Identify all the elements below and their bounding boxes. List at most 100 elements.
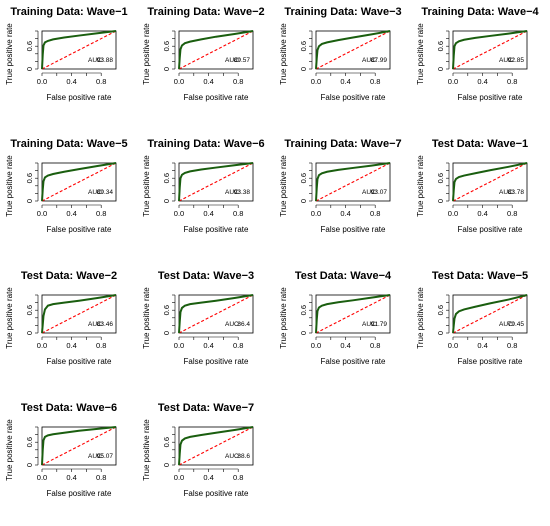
- roc-panel-4: Training Data: Wave−4 0.0 0.4 0.8 0 0.6 False …: [416, 6, 540, 102]
- x-axis-title: False positive rate: [321, 93, 386, 102]
- auc-value: 93.07: [371, 189, 388, 196]
- plot-frame: [315, 162, 391, 202]
- plot-frame: [452, 294, 528, 334]
- y-axis-title: True positive rate: [416, 23, 425, 85]
- y-tick-label: 0: [25, 199, 34, 203]
- panel-title: Training Data: Wave−2: [147, 6, 264, 18]
- x-tick-label: 0.0: [37, 77, 47, 86]
- auc-label: AUC:: [362, 321, 378, 328]
- plot-frame: [178, 294, 254, 334]
- roc-panel-6: Training Data: Wave−6 0.0 0.4 0.8 0 0.6 False …: [142, 138, 265, 234]
- chance-line: [41, 294, 117, 334]
- y-tick-label: 0.6: [162, 41, 171, 51]
- y-axis-title: True positive rate: [5, 419, 14, 481]
- y-axis-title: True positive rate: [142, 23, 151, 85]
- y-tick-label: 0: [436, 331, 445, 335]
- auc-value: 93.88: [97, 57, 114, 64]
- y-tick-label: 0.6: [25, 437, 34, 447]
- x-axis-title: False positive rate: [47, 489, 112, 498]
- panel-title: Test Data: Wave−4: [295, 270, 392, 282]
- roc-panel-7: Training Data: Wave−7 0.0 0.4 0.8 0 0.6 False …: [279, 138, 402, 234]
- chance-line: [452, 162, 528, 202]
- auc-value: 79.45: [508, 321, 525, 328]
- x-tick-label: 0.8: [370, 341, 380, 350]
- y-tick-label: 0.6: [162, 305, 171, 315]
- roc-curve: [178, 162, 254, 202]
- plot-frame: [315, 294, 391, 334]
- y-tick-label: 0.6: [436, 173, 445, 183]
- plot-frame: [41, 426, 117, 466]
- x-axis-title: False positive rate: [458, 225, 523, 234]
- y-axis-title: True positive rate: [279, 287, 288, 349]
- x-tick-label: 0.0: [311, 77, 321, 86]
- auc-value: 83.46: [97, 321, 114, 328]
- y-tick-label: 0.6: [25, 305, 34, 315]
- y-axis-title: True positive rate: [142, 287, 151, 349]
- x-tick-label: 0.0: [448, 209, 458, 218]
- x-tick-label: 0.8: [233, 77, 243, 86]
- roc-panel-2: Training Data: Wave−2 0.0 0.4 0.8 0 0.6 False …: [142, 6, 265, 102]
- y-tick-label: 0: [299, 67, 308, 71]
- auc-value: 89.34: [97, 189, 114, 196]
- y-axis-title: True positive rate: [416, 287, 425, 349]
- x-axis-title: False positive rate: [458, 357, 523, 366]
- x-tick-label: 0.8: [370, 77, 380, 86]
- roc-curve: [178, 426, 254, 466]
- roc-curve: [315, 294, 391, 334]
- chance-line: [178, 162, 254, 202]
- roc-panel-13: Test Data: Wave−6 0.0 0.4 0.8 0 0.6 False posi…: [5, 402, 117, 498]
- auc-label: AUC:: [499, 189, 515, 196]
- y-tick-label: 0: [436, 199, 445, 203]
- y-tick-label: 0: [162, 463, 171, 467]
- auc-label: AUC:: [88, 57, 104, 64]
- x-tick-label: 0.8: [507, 77, 517, 86]
- x-tick-label: 0.8: [96, 77, 106, 86]
- auc-label: AUC:: [225, 321, 241, 328]
- roc-panel-1: Training Data: Wave−1 0.0 0.4 0.8 0 0.6 False …: [5, 6, 128, 102]
- x-tick-label: 0.4: [66, 77, 76, 86]
- roc-curve: [178, 30, 254, 70]
- auc-label: AUC:: [499, 321, 515, 328]
- x-tick-label: 0.0: [37, 209, 47, 218]
- panel-title: Test Data: Wave−5: [432, 270, 528, 282]
- panel-title: Training Data: Wave−7: [284, 138, 401, 150]
- y-tick-label: 0.6: [436, 305, 445, 315]
- x-axis-title: False positive rate: [184, 225, 249, 234]
- plot-frame: [41, 30, 117, 70]
- roc-curve: [178, 294, 254, 334]
- panel-title: Training Data: Wave−3: [284, 6, 401, 18]
- auc-label: AUC:: [225, 189, 241, 196]
- x-tick-label: 0.4: [340, 209, 350, 218]
- chance-line: [178, 30, 254, 70]
- x-tick-label: 0.4: [203, 77, 213, 86]
- y-tick-label: 0: [162, 199, 171, 203]
- roc-panel-3: Training Data: Wave−3 0.0 0.4 0.8 0 0.6 False …: [279, 6, 402, 102]
- x-tick-label: 0.0: [448, 77, 458, 86]
- chance-line: [315, 294, 391, 334]
- chance-line: [315, 30, 391, 70]
- panel-title: Test Data: Wave−6: [21, 402, 117, 414]
- x-tick-label: 0.8: [96, 209, 106, 218]
- x-axis-title: False positive rate: [321, 225, 386, 234]
- x-tick-label: 0.8: [96, 341, 106, 350]
- y-tick-label: 0.6: [436, 41, 445, 51]
- x-axis-title: False positive rate: [47, 225, 112, 234]
- x-tick-label: 0.4: [66, 341, 76, 350]
- y-tick-label: 0: [162, 67, 171, 71]
- auc-label: AUC:: [362, 189, 378, 196]
- y-tick-label: 0.6: [299, 173, 308, 183]
- plot-frame: [41, 294, 117, 334]
- y-tick-label: 0: [25, 463, 34, 467]
- y-axis-title: True positive rate: [5, 23, 14, 85]
- y-axis-title: True positive rate: [142, 155, 151, 217]
- x-tick-label: 0.0: [174, 77, 184, 86]
- y-axis-title: True positive rate: [5, 287, 14, 349]
- x-tick-label: 0.8: [370, 209, 380, 218]
- x-tick-label: 0.4: [66, 473, 76, 482]
- x-tick-label: 0.4: [340, 77, 350, 86]
- y-tick-label: 0: [299, 331, 308, 335]
- chance-line: [452, 294, 528, 334]
- auc-value: 87.99: [371, 57, 388, 64]
- roc-panel-11: Test Data: Wave−4 0.0 0.4 0.8 0 0.6 False posi…: [279, 270, 392, 366]
- roc-panel-14: Test Data: Wave−7 0.0 0.4 0.8 0 0.6 False posi…: [142, 402, 254, 498]
